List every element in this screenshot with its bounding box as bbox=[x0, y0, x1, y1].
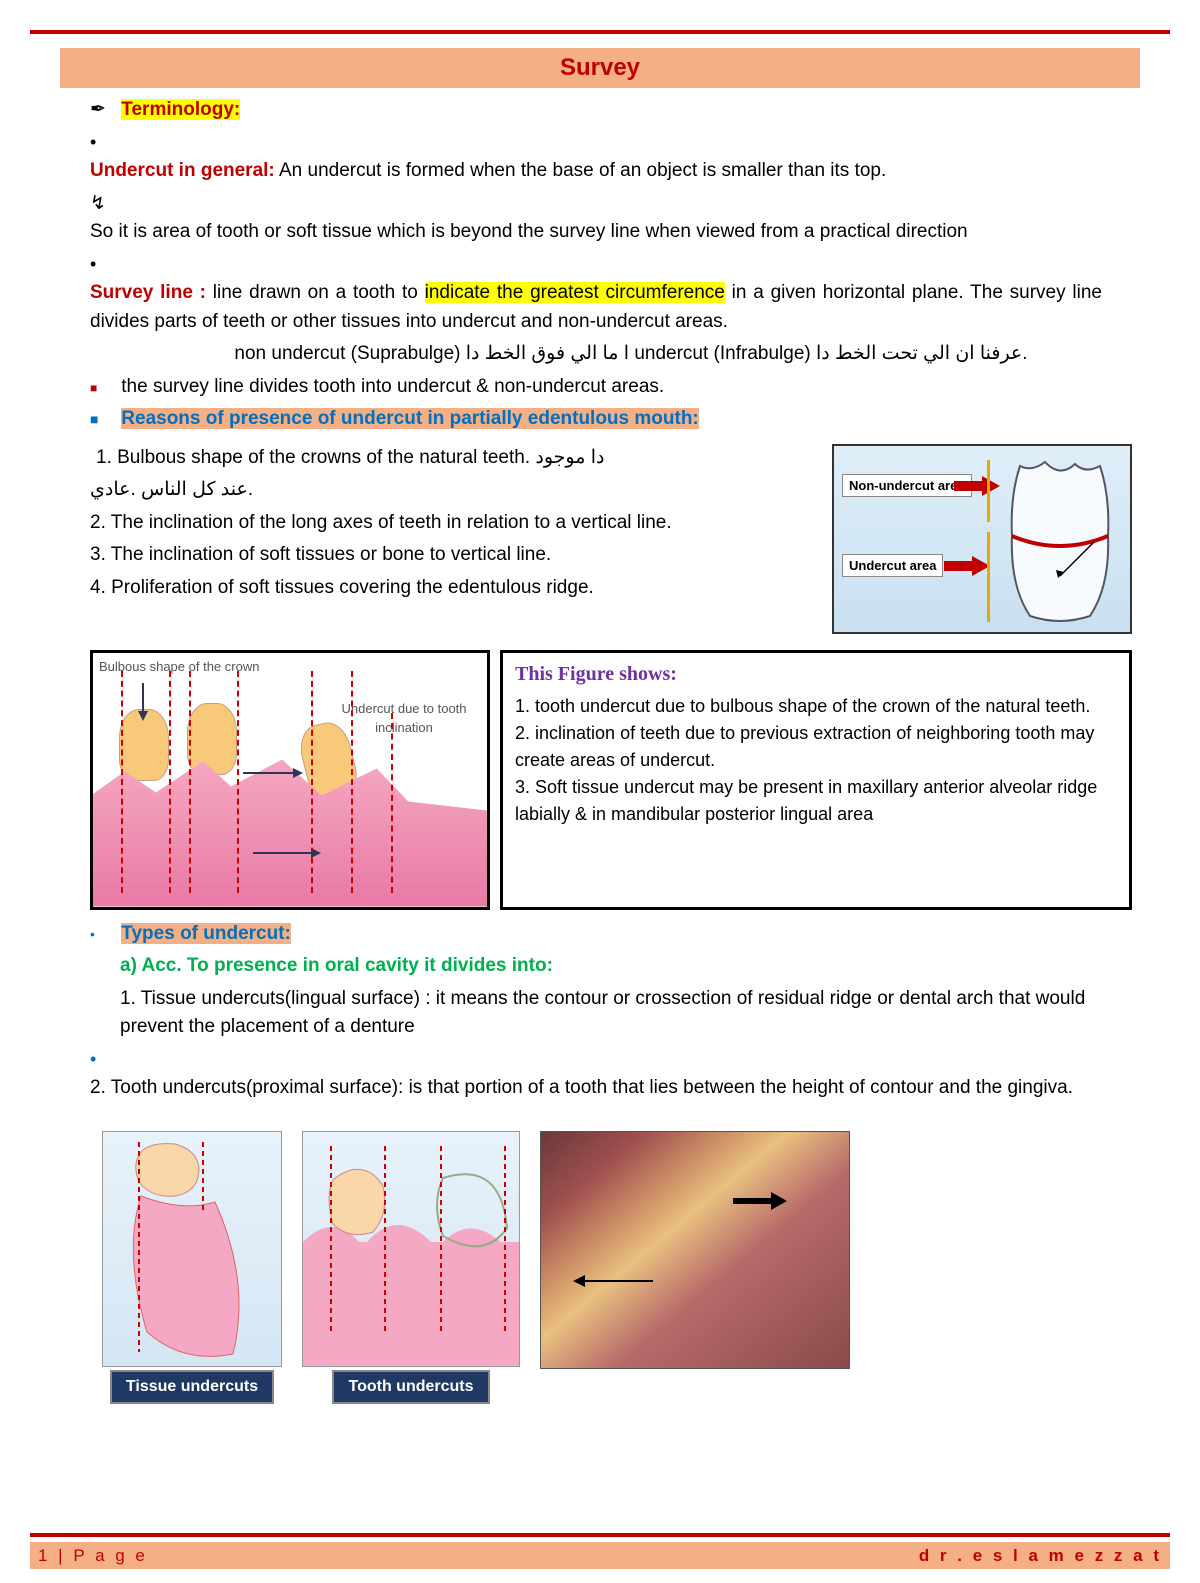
arrow-icon bbox=[243, 763, 303, 783]
arrow-icon bbox=[954, 476, 1000, 496]
arrow-icon bbox=[733, 1192, 787, 1210]
dashed-line bbox=[237, 671, 239, 893]
reason-1-ar: دا موجود bbox=[535, 447, 604, 468]
survey-divides-line: ■ the survey line divides tooth into und… bbox=[90, 373, 1132, 402]
arrow-icon: ↯ bbox=[90, 190, 116, 219]
types-sub-a: a) Acc. To presence in oral cavity it di… bbox=[90, 952, 1132, 981]
non-undercut-label: Non-undercut area bbox=[842, 474, 972, 498]
clinical-photo-panel bbox=[540, 1131, 850, 1404]
dashed-line bbox=[351, 671, 353, 893]
types-header-text: Types of undercut: bbox=[121, 923, 291, 944]
square-bullet-icon: ■ bbox=[90, 379, 116, 397]
undercut-label: Undercut area bbox=[842, 554, 943, 578]
type-1: 1. Tissue undercuts(lingual surface) : i… bbox=[90, 985, 1132, 1042]
reasons-heading: ■ Reasons of presence of undercut in par… bbox=[90, 405, 1132, 434]
square-bullet-icon: ■ bbox=[90, 409, 116, 430]
tissue-undercut-illustration bbox=[103, 1132, 282, 1367]
figure-shows-3: 3. Soft tissue undercut may be present i… bbox=[515, 774, 1117, 828]
bullet-icon: ✒ bbox=[90, 96, 116, 125]
dashed-line bbox=[121, 671, 123, 893]
terminology-label: Terminology: bbox=[121, 99, 240, 120]
dashed-line bbox=[391, 713, 393, 893]
bullet-icon: • bbox=[90, 251, 116, 278]
survey-divides-text: the survey line divides tooth into under… bbox=[121, 376, 664, 397]
gum-figure: Bulbous shape of the crown Undercut due … bbox=[90, 650, 490, 910]
figure-shows-1: 1. tooth undercut due to bulbous shape o… bbox=[515, 693, 1117, 720]
type-2: 2. Tooth undercuts(proximal surface): is… bbox=[90, 1074, 1102, 1103]
undercut-practical-line: ↯ So it is area of tooth or soft tissue … bbox=[90, 190, 1132, 247]
arrow-icon bbox=[133, 683, 153, 723]
tooth-diagram: Non-undercut area Undercut area bbox=[832, 444, 1132, 634]
reason-1-text: 1. Bulbous shape of the crowns of the na… bbox=[96, 447, 535, 468]
arrow-icon bbox=[583, 1280, 653, 1282]
cap-bulbous: Bulbous shape of the crown bbox=[99, 657, 259, 677]
types-heading: • Types of undercut: bbox=[90, 920, 1132, 949]
arrow-icon bbox=[253, 843, 323, 863]
tooth-undercut-panel: Tooth undercuts bbox=[302, 1131, 520, 1404]
dashed-line bbox=[189, 671, 191, 893]
arabic-note: non undercut (Suprabulge) ا ما الي فوق ا… bbox=[90, 340, 1132, 369]
dashed-line bbox=[169, 671, 171, 893]
undercut-general-line: • Undercut in general: An undercut is fo… bbox=[90, 129, 1132, 186]
survey-line-highlight: indicate the greatest circumference bbox=[425, 282, 725, 303]
type-2-line: • 2. Tooth undercuts(proximal surface): … bbox=[90, 1046, 1132, 1103]
top-rule bbox=[30, 30, 1170, 34]
cap-inclination: Undercut due to tooth inclination bbox=[339, 699, 469, 738]
terminology-heading: ✒ Terminology: bbox=[90, 96, 1132, 125]
bracket-icon bbox=[982, 532, 990, 622]
tooth-icon bbox=[187, 703, 237, 775]
page-number: 1 | P a g e bbox=[38, 1543, 148, 1569]
tissue-panel-label: Tissue undercuts bbox=[110, 1370, 274, 1404]
clinical-photo bbox=[540, 1131, 850, 1369]
bullet-icon: • bbox=[90, 924, 116, 945]
figure-shows-header: This Figure shows: bbox=[515, 659, 1117, 689]
page-title: Survey bbox=[560, 54, 640, 81]
footer: 1 | P a g e d r . e s l a m e z z a t bbox=[30, 1542, 1170, 1570]
undercut-general-text: An undercut is formed when the base of a… bbox=[275, 160, 887, 181]
tooth-panel-label: Tooth undercuts bbox=[332, 1370, 489, 1404]
reasons-header-text: Reasons of presence of undercut in parti… bbox=[121, 408, 698, 429]
figure-description: This Figure shows: 1. tooth undercut due… bbox=[500, 650, 1132, 910]
tooth-undercut-illustration bbox=[303, 1132, 520, 1367]
author-name: d r . e s l a m e z z a t bbox=[919, 1543, 1162, 1569]
bracket-icon bbox=[982, 460, 990, 522]
survey-line-pre: line drawn on a tooth to bbox=[206, 282, 425, 303]
title-banner: Survey bbox=[60, 48, 1140, 88]
tooth-icon bbox=[1000, 456, 1120, 624]
bullet-icon: • bbox=[90, 129, 116, 156]
survey-line-def: • Survey line : line drawn on a tooth to… bbox=[90, 251, 1132, 337]
bottom-rule bbox=[30, 1533, 1170, 1537]
survey-line-label: Survey line : bbox=[90, 282, 206, 303]
figure-shows-2: 2. inclination of teeth due to previous … bbox=[515, 720, 1117, 774]
bullet-icon: • bbox=[90, 1046, 116, 1073]
undercut-general-label: Undercut in general: bbox=[90, 160, 275, 181]
tissue-undercut-panel: Tissue undercuts bbox=[102, 1131, 282, 1404]
undercut-practical-text: So it is area of tooth or soft tissue wh… bbox=[90, 218, 1102, 247]
